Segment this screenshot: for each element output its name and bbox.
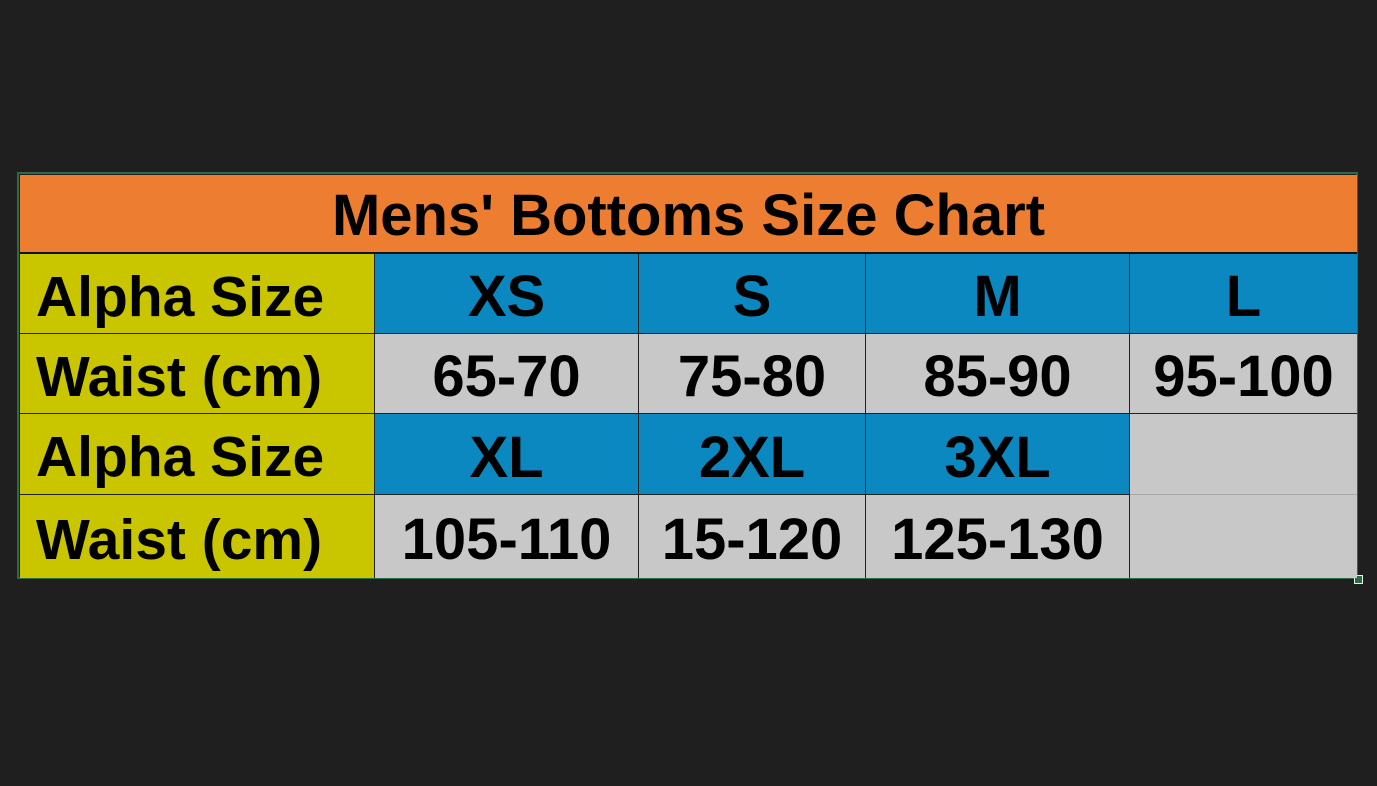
row-label: Waist (cm) xyxy=(20,495,375,578)
size-cell: S xyxy=(639,254,866,334)
waist-cell: 125-130 xyxy=(866,495,1130,578)
size-cell: M xyxy=(866,254,1130,334)
waist-cell: 95-100 xyxy=(1130,334,1357,414)
row-label: Alpha Size xyxy=(20,254,375,334)
waist-cell: 65-70 xyxy=(375,334,639,414)
size-cell: XL xyxy=(375,414,639,495)
table-row: Waist (cm) 105-110 15-120 125-130 xyxy=(20,495,1357,578)
row-label: Waist (cm) xyxy=(20,334,375,414)
waist-cell: 15-120 xyxy=(639,495,866,578)
table-row: Alpha Size XS S M L xyxy=(20,254,1357,334)
waist-cell: 85-90 xyxy=(866,334,1130,414)
row-label: Alpha Size xyxy=(20,414,375,495)
waist-cell: 75-80 xyxy=(639,334,866,414)
size-cell: XS xyxy=(375,254,639,334)
empty-cell xyxy=(1130,414,1357,495)
table-row: Alpha Size XL 2XL 3XL xyxy=(20,414,1357,495)
table-row: Waist (cm) 65-70 75-80 85-90 95-100 xyxy=(20,334,1357,414)
size-cell: 2XL xyxy=(639,414,866,495)
empty-cell xyxy=(1130,495,1357,578)
chart-title: Mens' Bottoms Size Chart xyxy=(20,175,1357,254)
size-chart-table: Mens' Bottoms Size Chart Alpha Size XS S… xyxy=(20,175,1357,578)
fill-handle[interactable] xyxy=(1354,575,1363,584)
waist-cell: 105-110 xyxy=(375,495,639,578)
size-cell: 3XL xyxy=(866,414,1130,495)
size-cell: L xyxy=(1130,254,1357,334)
